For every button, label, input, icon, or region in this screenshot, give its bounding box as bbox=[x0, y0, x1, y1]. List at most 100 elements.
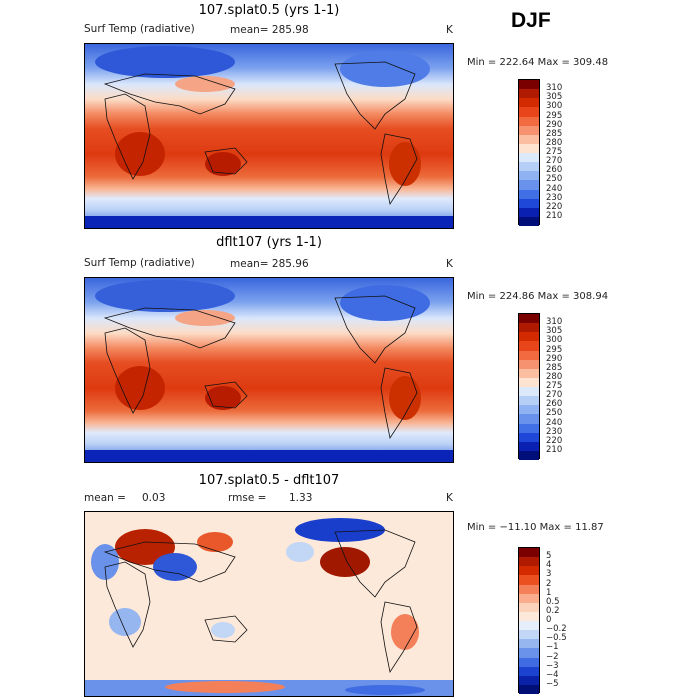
colorbar-swatch bbox=[519, 314, 539, 324]
colorbar-swatch bbox=[519, 107, 539, 117]
colorbar-swatch bbox=[519, 432, 539, 442]
colorbar-swatch bbox=[519, 548, 539, 558]
colorbar-swatch bbox=[519, 684, 539, 694]
season-label: DJF bbox=[511, 9, 551, 32]
panel1-samerica-coast bbox=[380, 133, 418, 206]
panel3-eurasia-coast bbox=[103, 541, 236, 583]
panel3-samerica-coast bbox=[380, 601, 418, 674]
panel3-minmax: Min = −11.10 Max = 11.87 bbox=[467, 522, 604, 533]
colorbar-label: 3 bbox=[546, 569, 552, 580]
colorbar-label: 4 bbox=[546, 560, 552, 571]
colorbar-label: 250 bbox=[546, 174, 563, 185]
colorbar-swatch bbox=[519, 621, 539, 631]
panel2-variable-label: Surf Temp (radiative) bbox=[84, 257, 195, 269]
panel3-rmse-label: rmse = bbox=[228, 492, 267, 504]
panel2-title: dflt107 (yrs 1-1) bbox=[216, 235, 322, 250]
colorbar-label: 230 bbox=[546, 426, 563, 437]
colorbar-swatch bbox=[519, 377, 539, 387]
colorbar-label: 220 bbox=[546, 435, 563, 446]
panel2-colorbar bbox=[518, 313, 540, 460]
colorbar-label: 305 bbox=[546, 326, 563, 337]
panel2-australia-coast bbox=[204, 381, 248, 409]
colorbar-label: −2 bbox=[546, 651, 559, 662]
panel1-namerica-cold bbox=[340, 51, 430, 87]
panel2-minmax: Min = 224.86 Max = 308.94 bbox=[467, 291, 609, 302]
colorbar-label: 270 bbox=[546, 390, 563, 401]
colorbar-swatch bbox=[519, 368, 539, 378]
colorbar-label: 285 bbox=[546, 362, 563, 373]
colorbar-label: 290 bbox=[546, 119, 563, 130]
colorbar-label: 210 bbox=[546, 444, 563, 455]
colorbar-swatch bbox=[519, 134, 539, 144]
panel3-namerica-coast bbox=[334, 529, 416, 598]
colorbar-swatch bbox=[519, 189, 539, 199]
panel1-mean: mean= 285.98 bbox=[230, 24, 309, 36]
colorbar-label: 210 bbox=[546, 210, 563, 221]
panel3-title: 107.splat0.5 - dflt107 bbox=[198, 473, 340, 488]
colorbar-label: 260 bbox=[546, 399, 563, 410]
colorbar-swatch bbox=[519, 143, 539, 153]
colorbar-swatch bbox=[519, 450, 539, 460]
colorbar-swatch bbox=[519, 341, 539, 351]
colorbar-swatch bbox=[519, 423, 539, 433]
colorbar-label: −0.2 bbox=[546, 624, 567, 635]
panel1-temperature-map bbox=[84, 43, 454, 229]
panel3-australia-coast bbox=[204, 615, 248, 643]
colorbar-swatch bbox=[519, 350, 539, 360]
colorbar-swatch bbox=[519, 89, 539, 99]
colorbar-label: 0.5 bbox=[546, 596, 560, 607]
colorbar-label: 275 bbox=[546, 381, 563, 391]
panel1-eurasia-coast bbox=[103, 73, 236, 115]
panel1-eurasia-cold bbox=[95, 46, 235, 78]
colorbar-label: −4 bbox=[546, 669, 559, 680]
panel2-samerica-coast bbox=[380, 367, 418, 440]
colorbar-label: 230 bbox=[546, 192, 563, 203]
panel3-mean-label: mean = bbox=[84, 492, 126, 504]
colorbar-label: −5 bbox=[546, 678, 559, 689]
colorbar-swatch bbox=[519, 198, 539, 208]
colorbar-swatch bbox=[519, 387, 539, 397]
colorbar-swatch bbox=[519, 441, 539, 451]
colorbar-label: 300 bbox=[546, 335, 563, 346]
colorbar-swatch bbox=[519, 396, 539, 406]
colorbar-swatch bbox=[519, 566, 539, 576]
colorbar-swatch bbox=[519, 207, 539, 217]
colorbar-swatch bbox=[519, 602, 539, 612]
colorbar-swatch bbox=[519, 162, 539, 172]
panel3-africa-coast bbox=[104, 561, 151, 648]
colorbar-swatch bbox=[519, 323, 539, 333]
colorbar-label: 305 bbox=[546, 92, 563, 103]
panel1-africa-coast bbox=[104, 93, 151, 180]
panel3-rmse-value: 1.33 bbox=[289, 492, 313, 504]
colorbar-swatch bbox=[519, 125, 539, 135]
colorbar-label: 300 bbox=[546, 101, 563, 112]
panel1-variable-label: Surf Temp (radiative) bbox=[84, 23, 195, 35]
panel1-minmax: Min = 222.64 Max = 309.48 bbox=[467, 57, 609, 68]
colorbar-swatch bbox=[519, 593, 539, 603]
colorbar-label: 240 bbox=[546, 183, 563, 194]
panel3-cold-anomaly-asia bbox=[153, 553, 197, 581]
colorbar-swatch bbox=[519, 80, 539, 90]
panel2-africa-coast bbox=[104, 327, 151, 414]
colorbar-label: 310 bbox=[546, 317, 563, 328]
colorbar-label: 275 bbox=[546, 147, 563, 157]
colorbar-label: 5 bbox=[546, 551, 552, 562]
colorbar-swatch bbox=[519, 116, 539, 126]
panel3-units: K bbox=[446, 492, 453, 504]
panel3-cold-anomaly-arctic bbox=[295, 518, 385, 542]
colorbar-label: 295 bbox=[546, 344, 563, 355]
panel1-units: K bbox=[446, 24, 453, 36]
colorbar-label: 0.2 bbox=[546, 605, 560, 616]
colorbar-swatch bbox=[519, 405, 539, 415]
colorbar-label: 285 bbox=[546, 128, 563, 139]
colorbar-swatch bbox=[519, 611, 539, 621]
colorbar-swatch bbox=[519, 359, 539, 369]
colorbar-label: 0 bbox=[546, 615, 552, 625]
panel3-mean-value: 0.03 bbox=[142, 492, 166, 504]
colorbar-swatch bbox=[519, 180, 539, 190]
colorbar-swatch bbox=[519, 630, 539, 640]
colorbar-label: 260 bbox=[546, 165, 563, 176]
colorbar-label: −3 bbox=[546, 660, 559, 671]
colorbar-label: 270 bbox=[546, 156, 563, 167]
panel2-units: K bbox=[446, 258, 453, 270]
